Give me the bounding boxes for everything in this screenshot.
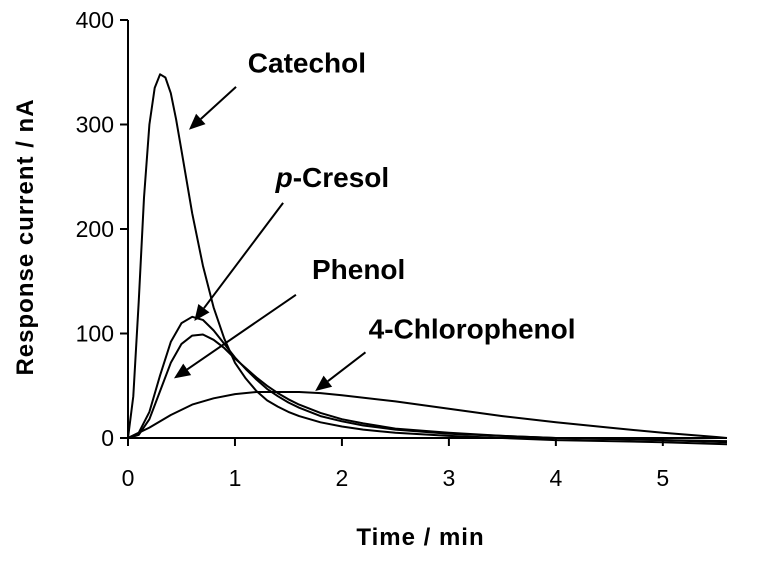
y-tick-label: 400 [76,7,114,33]
annotation-label-rest: -Cresol [293,162,389,193]
x-tick-label: 2 [336,465,349,491]
series-line-4-chlorophenol [127,391,728,439]
y-tick-label: 300 [76,112,114,138]
series-line-phenol [127,333,728,444]
x-tick-label: 1 [229,465,242,491]
annotation-label-4-chlorophenol: 4-Chlorophenol [369,314,576,345]
series-layer [127,73,728,446]
x-tick-label: 3 [442,465,455,491]
annotation-arrowhead-catechol [188,113,206,130]
y-axis-title: Response current / nA [12,98,39,375]
series-line-catechol [127,73,728,446]
annotation-label-phenol: Phenol [312,254,405,285]
annotation-arrow-p-cresol [203,202,284,309]
annotation-label-p-cresol: p-Cresol [275,162,390,193]
axes: 0 100 200 300 400 0 1 2 3 4 5 [76,7,727,491]
annotation-arrow-catechol [200,86,237,120]
x-tick-label: 0 [122,465,135,491]
x-axis-title: Time / min [356,524,484,551]
annotations: Catechol p-Cresol Phenol 4-Chlorophenol [173,47,576,391]
y-tick-label: 200 [76,216,114,242]
annotation-label-catechol: Catechol [248,47,366,78]
annotation-arrowhead-phenol [173,363,192,379]
annotation-arrow-phenol [186,294,297,371]
y-tick-label: 100 [76,321,114,347]
x-tick-label: 4 [549,465,562,491]
x-tick-label: 5 [656,465,669,491]
annotation-arrowhead-p-cresol [194,303,210,321]
y-tick-label: 0 [101,425,114,451]
annotation-label-italic: p [275,162,293,193]
annotation-arrowhead-4-chlorophenol [315,375,333,391]
annotation-arrow-4-chlorophenol [327,351,367,383]
